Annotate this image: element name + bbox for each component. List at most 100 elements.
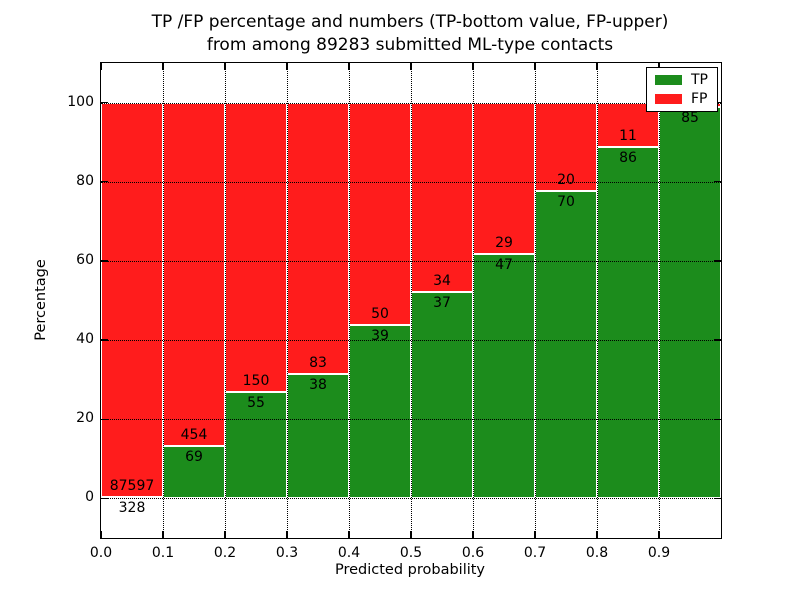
fp-count-label: 150 bbox=[242, 373, 270, 390]
y-tick-label: 100 bbox=[67, 93, 94, 110]
y-tick-label: 80 bbox=[76, 172, 94, 189]
y-tick-mark-right bbox=[714, 497, 721, 500]
bar-segment-fp bbox=[101, 102, 163, 497]
x-tick-mark bbox=[162, 531, 164, 538]
tp-count-label: 85 bbox=[681, 110, 699, 127]
gridline-vertical bbox=[287, 63, 288, 538]
fp-count-label: 29 bbox=[495, 234, 513, 251]
legend-item-tp: TP bbox=[655, 73, 708, 87]
bar-segment-fp bbox=[287, 102, 349, 375]
x-tick-mark-top bbox=[472, 63, 474, 70]
x-tick-mark-top bbox=[286, 63, 288, 70]
gridline-vertical bbox=[597, 63, 598, 538]
x-tick-mark-top bbox=[534, 63, 536, 70]
tp-count-label: 69 bbox=[185, 449, 203, 466]
fp-count-label: 87597 bbox=[109, 477, 155, 494]
gridline-vertical bbox=[349, 63, 350, 538]
fp-count-label: 34 bbox=[433, 273, 451, 290]
x-tick-mark bbox=[658, 531, 660, 538]
gridline-vertical bbox=[411, 63, 412, 538]
bar-segment-fp bbox=[225, 102, 287, 393]
gridline-vertical bbox=[473, 63, 474, 538]
x-tick-mark-top bbox=[596, 63, 598, 70]
y-tick-mark bbox=[101, 181, 108, 183]
y-tick-mark bbox=[101, 339, 108, 341]
tp-count-label: 328 bbox=[118, 499, 146, 516]
legend: TP FP bbox=[646, 67, 718, 112]
x-tick-label: 0.0 bbox=[89, 545, 113, 561]
fp-count-label: 50 bbox=[371, 305, 389, 322]
gridline-vertical bbox=[225, 63, 226, 538]
tp-count-label: 70 bbox=[557, 193, 575, 210]
x-tick-label: 0.7 bbox=[523, 545, 547, 561]
tp-count-label: 38 bbox=[309, 377, 327, 394]
x-tick-mark bbox=[410, 531, 412, 538]
x-tick-mark-top bbox=[348, 63, 350, 70]
tp-count-label: 86 bbox=[619, 150, 637, 167]
x-tick-mark-top bbox=[410, 63, 412, 70]
y-tick-mark-right bbox=[714, 339, 721, 341]
x-tick-label: 0.8 bbox=[585, 545, 609, 561]
y-tick-mark-right bbox=[714, 260, 721, 262]
fp-count-label: 454 bbox=[180, 427, 208, 444]
x-tick-mark bbox=[534, 531, 536, 538]
legend-swatch-tp-icon bbox=[655, 75, 682, 85]
y-tick-label: 0 bbox=[85, 489, 94, 506]
bar-segment-tp bbox=[287, 374, 349, 499]
plot-area: TP FP 0 20 40 60 80 100 0.0 0.1 0.2 0.3 0.4 0.5 0.6 0… bbox=[67, 62, 722, 561]
tp-count-label: 39 bbox=[371, 327, 389, 344]
x-tick-mark-top bbox=[100, 63, 102, 70]
x-tick-mark bbox=[100, 531, 102, 538]
bar-segment-tp bbox=[659, 107, 721, 499]
y-tick-mark bbox=[101, 101, 108, 104]
bar-segment-tp bbox=[597, 147, 659, 499]
bar-segment-tp bbox=[349, 324, 411, 499]
gridline-vertical bbox=[535, 63, 536, 538]
gridline-vertical bbox=[659, 63, 660, 538]
chart-title-line2: from among 89283 submitted ML-type conta… bbox=[206, 35, 614, 55]
bar-segment-fp bbox=[163, 102, 225, 447]
bar-segment-fp bbox=[411, 102, 473, 293]
bar-segment-fp bbox=[349, 102, 411, 325]
x-tick-label: 0.4 bbox=[337, 545, 361, 561]
bar-segment-tp bbox=[473, 253, 535, 499]
legend-label-fp: FP bbox=[691, 91, 708, 107]
x-tick-mark bbox=[224, 531, 226, 538]
x-tick-mark bbox=[596, 531, 598, 538]
fp-count-label: 20 bbox=[557, 171, 575, 188]
x-tick-label: 0.2 bbox=[213, 545, 237, 561]
fp-count-label: 11 bbox=[619, 128, 637, 145]
x-tick-label: 0.1 bbox=[151, 545, 175, 561]
bar-segment-fp bbox=[535, 102, 597, 191]
y-tick-label: 40 bbox=[76, 331, 94, 348]
y-axis-label: Percentage bbox=[33, 259, 49, 341]
y-tick-mark bbox=[101, 260, 108, 262]
legend-swatch-fp-icon bbox=[655, 94, 682, 104]
x-tick-mark bbox=[286, 531, 288, 538]
x-tick-mark bbox=[472, 531, 474, 538]
y-tick-mark-right bbox=[714, 418, 721, 420]
x-tick-mark-top bbox=[658, 63, 660, 70]
x-tick-label: 0.6 bbox=[461, 545, 485, 561]
x-tick-label: 0.5 bbox=[399, 545, 423, 561]
x-axis-label: Predicted probability bbox=[334, 562, 486, 578]
fp-count-label: 83 bbox=[309, 355, 327, 372]
chart-title: TP /FP percentage and numbers (TP-bottom… bbox=[100, 11, 720, 57]
legend-item-fp: FP bbox=[655, 92, 708, 106]
x-tick-mark bbox=[348, 531, 350, 538]
x-tick-mark-top bbox=[162, 63, 164, 70]
x-tick-mark-top bbox=[224, 63, 226, 70]
y-tick-mark bbox=[101, 497, 108, 500]
tp-count-label: 47 bbox=[495, 256, 513, 273]
y-tick-mark bbox=[101, 418, 108, 420]
bar-segment-tp bbox=[535, 190, 597, 499]
gridline-vertical bbox=[163, 63, 164, 538]
tp-count-label: 55 bbox=[247, 395, 265, 412]
x-tick-label: 0.3 bbox=[275, 545, 299, 561]
legend-label-tp: TP bbox=[691, 72, 708, 88]
bar-segment-tp bbox=[163, 446, 225, 499]
y-tick-label: 60 bbox=[76, 251, 94, 268]
y-tick-mark-right bbox=[714, 181, 721, 183]
tp-count-label: 37 bbox=[433, 295, 451, 312]
